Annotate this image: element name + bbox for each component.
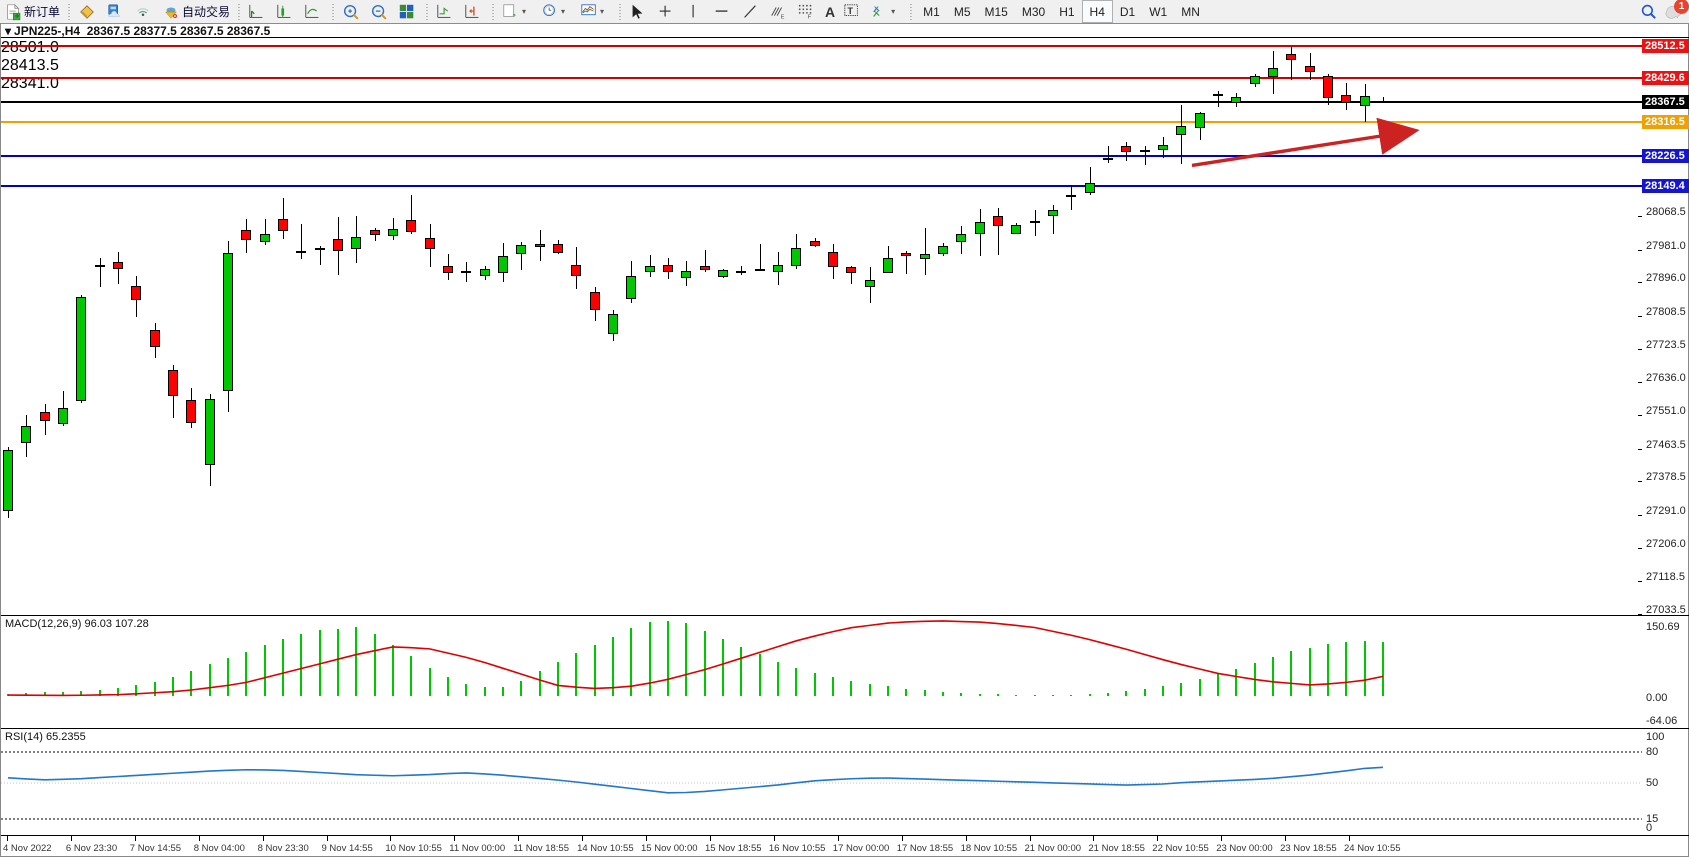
svg-text:F: F bbox=[808, 14, 812, 20]
svg-text:E: E bbox=[781, 14, 785, 20]
svg-text:T: T bbox=[848, 5, 854, 15]
